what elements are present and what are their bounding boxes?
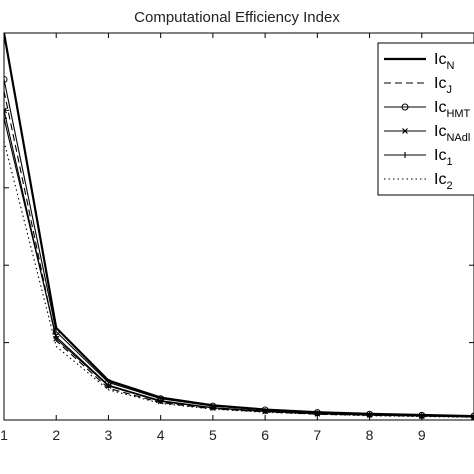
x-tick-label: 8 [366, 427, 374, 443]
series-point-ic-1 [471, 413, 474, 420]
x-tick-label: 4 [157, 427, 165, 443]
legend-label-ic-hmt: IcHMT [434, 99, 471, 120]
legend-label-ic-nadl: IcNAdl [434, 123, 470, 144]
legend-label-ic-j: IcJ [434, 75, 452, 96]
series-line-ic-1 [4, 118, 474, 418]
plot-frame [3, 32, 474, 421]
legend-marker-ic-1 [402, 152, 408, 158]
series-point-ic-1 [105, 382, 112, 389]
x-tick-label: 9 [418, 427, 426, 443]
x-tick-label: 2 [52, 427, 60, 443]
series-point-ic-1 [209, 404, 216, 411]
x-tick-label: 5 [209, 427, 217, 443]
plot-series-group [4, 33, 474, 420]
legend-label-ic-2: Ic2 [434, 171, 453, 192]
legend-marker-ic-nadl [402, 128, 408, 134]
series-point-ic-1 [314, 410, 321, 417]
series-line-ic-hmt [4, 79, 474, 417]
series-point-ic-1 [418, 412, 425, 419]
series-point-ic-1 [366, 411, 373, 418]
chart-title: Computational Efficiency Index [134, 9, 340, 26]
series-point-ic-1 [53, 333, 60, 340]
legend-label-ic-n: IcN [434, 51, 454, 72]
series-point-ic-1 [4, 115, 7, 122]
series-point-ic-nadl [4, 107, 7, 114]
x-tick-label: 3 [105, 427, 113, 443]
series-point-ic-1 [262, 408, 269, 415]
x-tick-label: 1 [0, 427, 8, 443]
x-tick-label: 7 [313, 427, 321, 443]
legend: IcN IcJ IcHMT IcNAdl Ic1 Ic2 [377, 42, 474, 196]
series-point-ic-hmt [4, 75, 8, 83]
series-point-ic-1 [157, 397, 164, 404]
legend-marker-ic-hmt [401, 103, 409, 111]
legend-label-ic-1: Ic1 [434, 147, 453, 168]
x-tick-label: 6 [261, 427, 269, 443]
series-line-ic-j [4, 90, 474, 418]
series-point-ic-nadl [471, 413, 474, 420]
legend-box [377, 42, 474, 196]
